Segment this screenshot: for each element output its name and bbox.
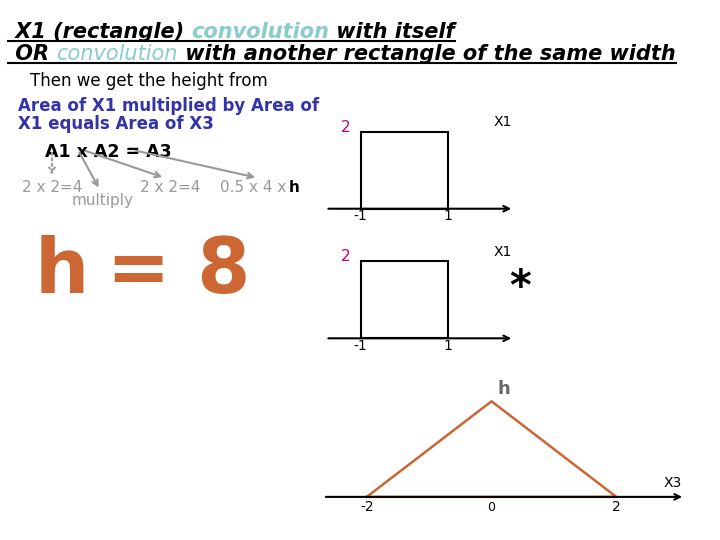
Text: h: h <box>498 380 510 398</box>
Text: X3: X3 <box>664 476 682 490</box>
Text: X1 equals Area of X3: X1 equals Area of X3 <box>18 115 214 133</box>
Text: Area of X1 multiplied by Area of: Area of X1 multiplied by Area of <box>18 97 319 115</box>
Text: X1: X1 <box>493 115 512 129</box>
Text: -1: -1 <box>354 339 367 353</box>
Text: 2: 2 <box>341 249 350 265</box>
Text: Then we get the height from: Then we get the height from <box>30 72 268 90</box>
Bar <box>361 132 449 209</box>
Text: convolution: convolution <box>56 44 178 64</box>
Text: *: * <box>509 267 531 309</box>
Text: -1: -1 <box>354 210 367 223</box>
Text: 2: 2 <box>612 500 621 514</box>
Bar <box>361 261 449 339</box>
Text: X1 (rectangle): X1 (rectangle) <box>8 22 192 42</box>
Text: 2 x 2=4: 2 x 2=4 <box>22 180 82 195</box>
Text: multiply: multiply <box>72 193 134 208</box>
Text: h: h <box>35 235 89 309</box>
Text: 0: 0 <box>487 501 495 514</box>
Text: -2: -2 <box>360 500 374 514</box>
Text: 1: 1 <box>444 339 453 353</box>
Text: 2: 2 <box>341 120 350 135</box>
Text: 2 x 2=4: 2 x 2=4 <box>140 180 200 195</box>
Text: convolution: convolution <box>192 22 329 42</box>
Text: with itself: with itself <box>329 22 455 42</box>
Text: = 8: = 8 <box>80 235 251 309</box>
Text: h: h <box>289 180 300 195</box>
Text: OR: OR <box>8 44 56 64</box>
Text: A1 x A2 = A3: A1 x A2 = A3 <box>45 143 171 161</box>
Text: 0.5 x 4 x: 0.5 x 4 x <box>220 180 292 195</box>
Text: X1: X1 <box>493 245 512 259</box>
Text: with another rectangle of the same width: with another rectangle of the same width <box>178 44 675 64</box>
Text: 1: 1 <box>444 210 453 223</box>
